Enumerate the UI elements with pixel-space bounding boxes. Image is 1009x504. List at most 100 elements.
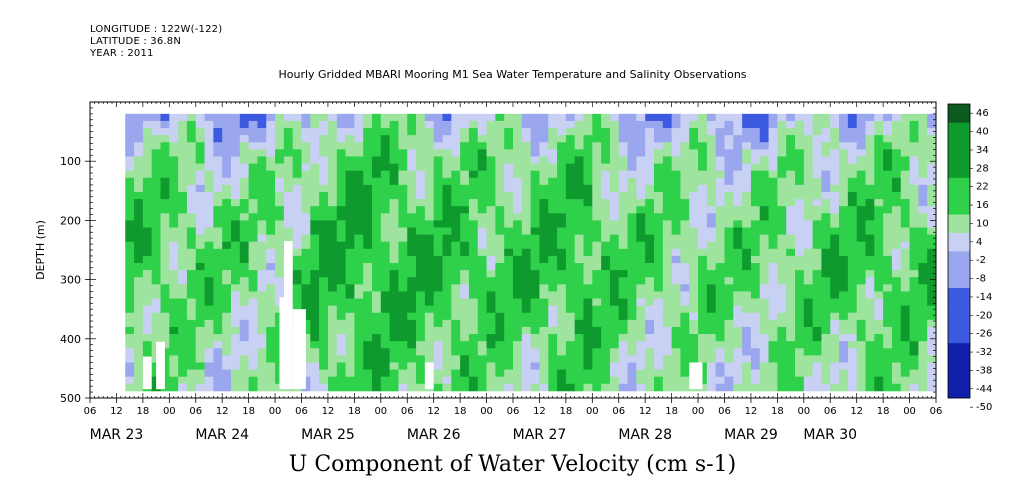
heatmap-cell — [689, 241, 699, 250]
heatmap-cell — [363, 319, 373, 328]
heatmap-cell — [134, 191, 144, 200]
heatmap-cell — [618, 284, 628, 292]
heatmap-cell — [530, 234, 540, 243]
heatmap-cell — [451, 312, 461, 321]
heatmap-cell — [724, 241, 734, 250]
heatmap-cell — [142, 263, 153, 271]
heatmap-cell — [266, 369, 276, 378]
heatmap-cell — [821, 220, 831, 228]
heatmap-cell — [354, 135, 364, 143]
heatmap-cell — [592, 263, 602, 271]
heatmap-cell — [891, 277, 902, 285]
heatmap-cell — [460, 369, 470, 378]
heatmap-cell — [689, 319, 699, 328]
heatmap-cell — [821, 383, 831, 392]
heatmap-cell — [442, 220, 452, 228]
heatmap-cell — [662, 113, 673, 122]
heatmap-cell — [310, 199, 320, 207]
heatmap-cell — [486, 376, 496, 385]
heatmap-cell — [803, 170, 814, 179]
heatmap-cell — [389, 376, 399, 385]
heatmap-cell — [742, 305, 752, 314]
heatmap-cell — [618, 383, 628, 392]
heatmap-cell — [706, 312, 717, 321]
heatmap-cell — [548, 305, 558, 314]
heatmap-cell — [874, 383, 884, 392]
heatmap-cell — [142, 135, 153, 143]
heatmap-cell — [460, 383, 470, 392]
heatmap-cell — [874, 334, 884, 342]
heatmap-cell — [671, 170, 681, 179]
heatmap-cell — [706, 334, 717, 342]
heatmap-cell — [283, 213, 294, 221]
x-hour-label: 12 — [745, 406, 758, 417]
heatmap-cell — [557, 277, 567, 285]
heatmap-cell — [222, 113, 232, 122]
heatmap-cell — [680, 270, 690, 278]
heatmap-cell — [830, 376, 840, 385]
heatmap-cell — [795, 341, 805, 349]
heatmap-cell — [495, 369, 505, 378]
heatmap-cell — [839, 177, 849, 186]
heatmap-cell — [909, 135, 919, 143]
heatmap-cell — [521, 163, 532, 172]
heatmap-cell — [821, 177, 831, 186]
heatmap-cell — [927, 120, 937, 129]
heatmap-cell — [856, 142, 866, 150]
heatmap-cell — [477, 248, 487, 257]
heatmap-cell — [654, 326, 664, 335]
heatmap-cell — [521, 334, 532, 342]
heatmap-cell — [468, 319, 479, 328]
heatmap-cell — [548, 220, 558, 228]
heatmap-cell — [706, 156, 717, 164]
heatmap-cell — [125, 142, 135, 150]
heatmap-cell — [795, 170, 805, 179]
heatmap-cell — [909, 142, 919, 150]
heatmap-cell — [504, 376, 514, 385]
heatmap-cell — [883, 383, 893, 392]
heatmap-cell — [257, 220, 267, 228]
heatmap-cell — [486, 199, 496, 207]
heatmap-cell — [662, 312, 673, 321]
heatmap-cell — [812, 128, 822, 136]
heatmap-cell — [900, 163, 910, 172]
heatmap-cell — [715, 355, 725, 363]
heatmap-cell — [654, 156, 664, 164]
heatmap-cell — [671, 113, 681, 122]
heatmap-cell — [609, 312, 620, 321]
heatmap-cell — [750, 213, 761, 221]
heatmap-cell — [186, 206, 197, 214]
heatmap-cell — [186, 191, 197, 200]
heatmap-cell — [900, 220, 910, 228]
heatmap-cell — [257, 234, 267, 243]
heatmap-cell — [706, 319, 717, 328]
heatmap-cell — [742, 248, 752, 257]
heatmap-cell — [856, 113, 866, 122]
heatmap-cell — [486, 334, 496, 342]
heatmap-cell — [195, 142, 205, 150]
heatmap-cell — [636, 156, 646, 164]
heatmap-cell — [213, 248, 223, 257]
heatmap-cell — [909, 334, 919, 342]
heatmap-cell — [442, 199, 452, 207]
heatmap-cell — [706, 199, 717, 207]
heatmap-cell — [742, 135, 752, 143]
heatmap-cell — [513, 255, 523, 264]
heatmap-cell — [416, 156, 426, 164]
heatmap-cell — [513, 156, 523, 164]
heatmap-cell — [627, 362, 637, 370]
heatmap-cell — [698, 362, 708, 370]
heatmap-cell — [513, 170, 523, 179]
heatmap-cell — [442, 263, 452, 271]
heatmap-cell — [310, 305, 320, 314]
heatmap-cell — [301, 220, 311, 228]
heatmap-cell — [856, 319, 866, 328]
heatmap-cell — [266, 184, 276, 193]
heatmap-cell — [169, 128, 179, 136]
heatmap-cell — [222, 334, 232, 342]
heatmap-cell — [266, 312, 276, 321]
heatmap-cell — [169, 213, 179, 221]
heatmap-cell — [495, 341, 505, 349]
heatmap-cell — [239, 113, 250, 122]
heatmap-cell — [750, 277, 761, 285]
